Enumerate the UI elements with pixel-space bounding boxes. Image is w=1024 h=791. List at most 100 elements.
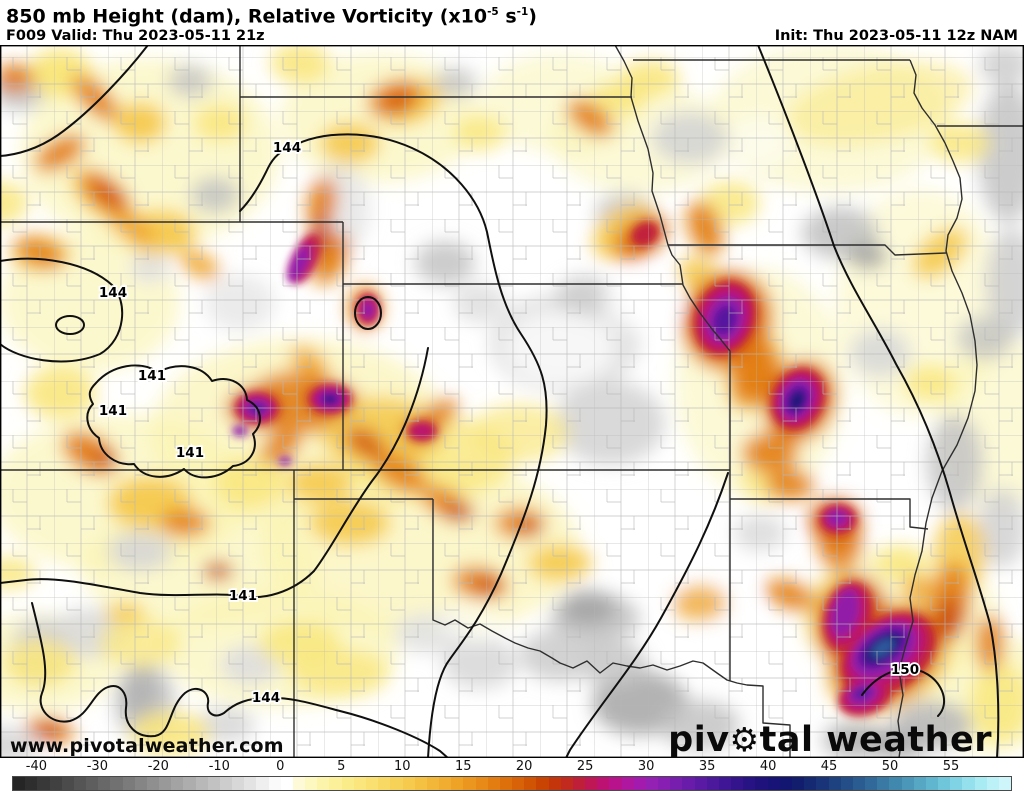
colorbar-segment <box>925 777 939 791</box>
colorbar-tick: 15 <box>454 759 472 775</box>
title-close-paren: ) <box>528 5 537 28</box>
colorbar-segment <box>865 777 878 791</box>
map-frame <box>0 45 1024 759</box>
logo-text-piv: piv <box>668 720 730 761</box>
colorbar-segment <box>61 777 74 791</box>
svg-text:141: 141 <box>138 368 166 384</box>
title-text: 850 mb Height (dam), Relative Vorticity … <box>6 5 488 28</box>
colorbar-segment <box>195 777 208 791</box>
colorbar-segment <box>998 777 1012 791</box>
svg-text:144: 144 <box>252 690 280 706</box>
colorbar-segment <box>207 777 220 791</box>
colorbar-segment <box>767 777 780 791</box>
colorbar-segment <box>244 777 257 791</box>
colorbar-segment <box>816 777 829 791</box>
colorbar-segment <box>280 777 293 791</box>
colorbar-segment <box>609 777 622 791</box>
colorbar-segment <box>560 777 573 791</box>
colorbar-segment <box>524 777 537 791</box>
colorbar-segment <box>49 777 62 791</box>
colorbar-tick: -40 <box>25 759 47 775</box>
colorbar-segment <box>487 777 500 791</box>
colorbar-segment <box>159 777 172 791</box>
colorbar-segment <box>986 777 999 791</box>
title-superscript-exponent: -5 <box>487 6 499 18</box>
colorbar-segment <box>329 777 342 791</box>
forecast-valid-label: F009 Valid: Thu 2023-05-11 21z <box>6 28 265 45</box>
colorbar-tick: 40 <box>759 759 777 775</box>
colorbar-segment <box>232 777 245 791</box>
colorbar-segment <box>110 777 123 791</box>
colorbar-segment <box>706 777 719 791</box>
contour-labels: 144 144 141 141 141 141 144 150 <box>97 139 921 709</box>
colorbar-segment <box>378 777 391 791</box>
colorbar-segment <box>572 777 586 791</box>
colorbar-segment <box>743 777 756 791</box>
colorbar-segment <box>86 777 99 791</box>
map-title: 850 mb Height (dam), Relative Vorticity … <box>6 1 1018 27</box>
svg-text:141: 141 <box>229 588 257 604</box>
colorbar-segment <box>305 777 318 791</box>
colorbar-segment <box>597 777 610 791</box>
colorbar-tick: 50 <box>881 759 899 775</box>
pivotal-weather-logo: piv⚙tal weather <box>668 720 992 761</box>
colorbar-tick-labels: -40 -30 -20 -10 0 5 10 15 20 25 30 35 40 45 50 55 <box>12 759 1012 775</box>
colorbar-segment <box>974 777 987 791</box>
colorbar-segment <box>633 777 646 791</box>
title-bar: 850 mb Height (dam), Relative Vorticity … <box>0 0 1024 45</box>
colorbar-segment <box>938 777 951 791</box>
colorbar-tick: 55 <box>942 759 960 775</box>
colorbar-tick: 10 <box>393 759 411 775</box>
colorbar-tick: 5 <box>337 759 346 775</box>
colorbar-tick: 25 <box>576 759 594 775</box>
logo-text-tal-weather: tal weather <box>759 720 992 761</box>
colorbar-segment <box>548 777 561 791</box>
colorbar-segment <box>755 777 768 791</box>
colorbar-segment <box>390 777 403 791</box>
colorbar-tick: 0 <box>276 759 285 775</box>
colorbar-segment <box>25 777 38 791</box>
colorbar-segment <box>122 777 135 791</box>
colorbar-segment <box>731 777 744 791</box>
county-grid <box>0 45 1024 759</box>
svg-text:141: 141 <box>99 403 127 419</box>
colorbar-tick: -10 <box>208 759 230 775</box>
colorbar-segment <box>73 777 87 791</box>
colorbar-segment <box>682 777 695 791</box>
colorbar-segment <box>37 777 50 791</box>
colorbar-segment <box>268 777 281 791</box>
colorbar-segment <box>353 777 366 791</box>
state-borders <box>0 45 1024 759</box>
colorbar-segment <box>463 777 476 791</box>
colorbar-segment <box>840 777 853 791</box>
title-units: s <box>498 5 517 28</box>
colorbar-segment <box>439 777 452 791</box>
colorbar-segment <box>341 777 354 791</box>
colorbar-segment <box>645 777 659 791</box>
colorbar-segment <box>901 777 914 791</box>
colorbar-segment <box>718 777 732 791</box>
svg-text:141: 141 <box>176 445 204 461</box>
svg-text:144: 144 <box>273 140 301 156</box>
colorbar-segment <box>877 777 890 791</box>
init-label: Init: Thu 2023-05-11 12z NAM <box>774 28 1018 45</box>
colorbar-segment <box>134 777 147 791</box>
colorbar-segment <box>426 777 440 791</box>
subtitle-row: F009 Valid: Thu 2023-05-11 21z Init: Thu… <box>6 27 1018 45</box>
colorbar-segment <box>950 777 963 791</box>
colorbar-segment <box>98 777 111 791</box>
colorbar-segment <box>585 777 598 791</box>
colorbar-segment <box>475 777 488 791</box>
svg-text:150: 150 <box>891 662 919 678</box>
colorbar-segment <box>621 777 634 791</box>
title-superscript-exponent-2: -1 <box>516 6 529 18</box>
colorbar-tick: 45 <box>820 759 838 775</box>
colorbar-segment <box>852 777 866 791</box>
colorbar-segment <box>146 777 160 791</box>
colorbar-segment <box>658 777 671 791</box>
colorbar-segment <box>792 777 805 791</box>
watermark: www.pivotalweather.com <box>10 735 284 758</box>
colorbar-segment <box>828 777 841 791</box>
colorbar-tick: -20 <box>147 759 169 775</box>
